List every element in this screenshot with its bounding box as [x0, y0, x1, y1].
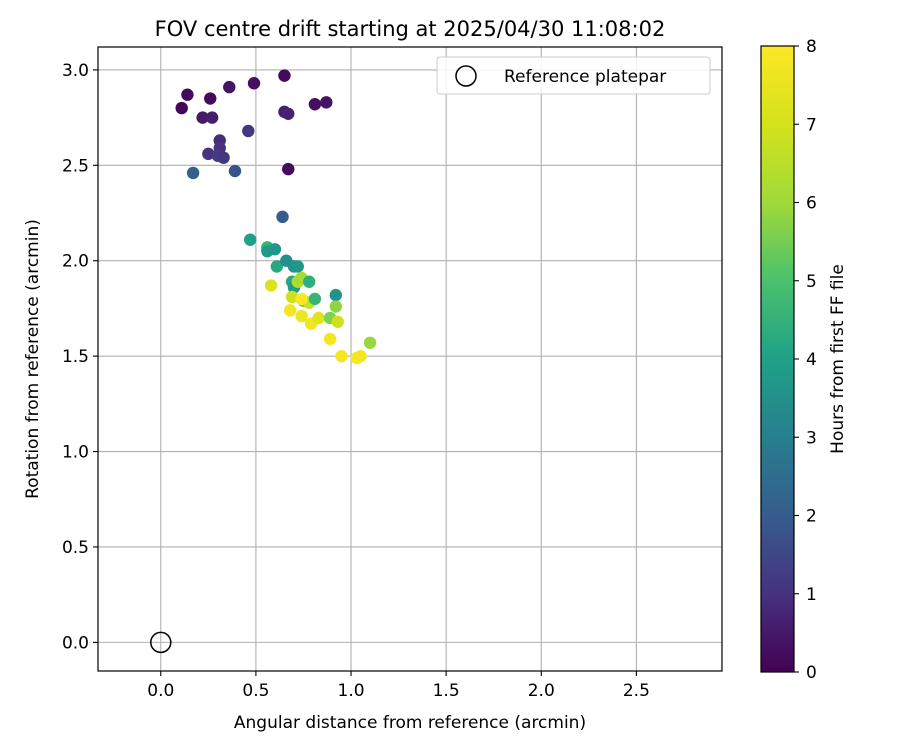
x-tick-label: 2.5 — [623, 681, 650, 701]
data-point — [329, 288, 343, 302]
y-tick-label: 2.5 — [62, 156, 89, 176]
data-point — [354, 349, 367, 363]
data-point — [243, 233, 257, 246]
data-point — [282, 107, 295, 120]
data-point — [291, 260, 304, 273]
colorbar-ticks: 0 1 2 3 4 5 6 7 8 — [794, 37, 817, 683]
data-point — [205, 111, 219, 124]
legend-box — [436, 56, 711, 95]
y-tick-label: 1.0 — [62, 443, 89, 463]
data-point — [264, 279, 278, 292]
x-tick-label: 0.5 — [242, 681, 269, 701]
x-tick-label: 0.0 — [147, 681, 174, 701]
data-point — [247, 77, 261, 90]
colorbar-tick-label: 3 — [806, 428, 817, 448]
y-axis-ticks: 0.0 0.5 1.0 1.5 2.0 2.5 3.0 — [62, 61, 98, 653]
data-point — [331, 315, 344, 328]
data-point — [228, 164, 242, 178]
data-point — [283, 304, 297, 317]
data-point — [278, 69, 291, 82]
data-point — [295, 292, 308, 306]
legend-marker — [455, 65, 477, 87]
data-point — [295, 309, 308, 323]
data-point — [186, 166, 200, 180]
data-point — [217, 151, 230, 164]
data-point — [276, 210, 289, 224]
data-point — [285, 290, 299, 304]
data-points — [175, 69, 377, 365]
colorbar-label: Hours from first FF file — [828, 264, 848, 454]
y-tick-label: 3.0 — [62, 61, 89, 81]
data-point — [308, 292, 322, 306]
x-tick-label: 1.0 — [338, 681, 365, 701]
data-point — [363, 336, 377, 349]
data-point — [323, 332, 337, 346]
data-point — [270, 260, 284, 273]
plot-frame — [97, 46, 723, 672]
y-tick-label: 0.5 — [62, 538, 89, 558]
data-point — [312, 311, 325, 325]
grid — [98, 47, 722, 671]
colorbar-tick-label: 4 — [806, 350, 817, 370]
reference-layer — [150, 631, 172, 654]
legend: Reference platepar — [436, 56, 711, 95]
x-axis-label: Angular distance from reference (arcmin) — [234, 713, 586, 733]
y-tick-label: 0.0 — [62, 633, 89, 653]
colorbar-tick-label: 1 — [806, 585, 817, 605]
data-point — [175, 101, 188, 115]
data-point — [302, 275, 316, 288]
data-point — [202, 147, 215, 161]
colorbar-tick-label: 7 — [806, 115, 817, 135]
x-tick-label: 2.0 — [528, 681, 555, 701]
legend-label: Reference platepar — [504, 67, 666, 87]
data-point — [204, 92, 217, 105]
colorbar-tick-label: 8 — [806, 37, 817, 57]
x-axis-ticks: 0.0 0.5 1.0 1.5 2.0 2.5 — [147, 671, 650, 701]
colorbar-gradient — [760, 45, 795, 673]
colorbar-tick-label: 5 — [806, 272, 817, 292]
data-point — [181, 88, 194, 101]
colorbar-tick-label: 2 — [806, 507, 817, 527]
colorbar: 0 1 2 3 4 5 6 7 8 Hours from first FF file — [760, 37, 848, 683]
data-point — [282, 162, 295, 176]
y-axis-label: Rotation from reference (arcmin) — [23, 219, 43, 499]
data-point — [242, 124, 255, 138]
y-tick-label: 1.5 — [62, 347, 89, 367]
y-tick-label: 2.0 — [62, 252, 89, 272]
chart-title: FOV centre drift starting at 2025/04/30 … — [155, 17, 666, 41]
colorbar-tick-label: 0 — [806, 663, 817, 683]
data-point — [268, 243, 282, 256]
data-point — [308, 98, 322, 111]
data-point — [223, 80, 236, 94]
data-point — [196, 111, 209, 124]
colorbar-tick-label: 6 — [806, 194, 817, 214]
x-tick-label: 1.5 — [433, 681, 460, 701]
data-point — [320, 96, 333, 109]
data-point — [329, 300, 343, 313]
data-point — [335, 349, 348, 363]
reference-marker — [150, 631, 172, 654]
